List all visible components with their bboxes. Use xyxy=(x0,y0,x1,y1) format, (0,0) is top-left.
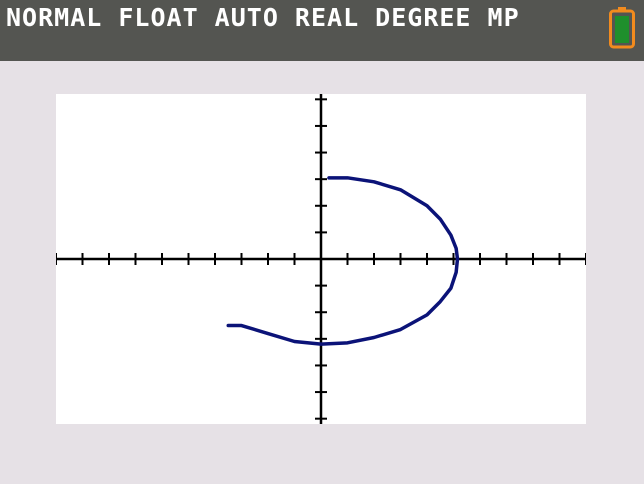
graph-window xyxy=(56,94,586,424)
battery-outline xyxy=(609,9,635,49)
battery-terminal xyxy=(618,7,626,11)
graph-plot xyxy=(56,94,586,424)
status-bar: NORMAL FLOAT AUTO REAL DEGREE MP xyxy=(0,0,644,61)
battery-level-fill xyxy=(615,16,629,43)
battery-full-icon xyxy=(609,7,635,49)
mode-status-text: NORMAL FLOAT AUTO REAL DEGREE MP xyxy=(6,3,520,32)
graph-curve xyxy=(226,176,460,346)
